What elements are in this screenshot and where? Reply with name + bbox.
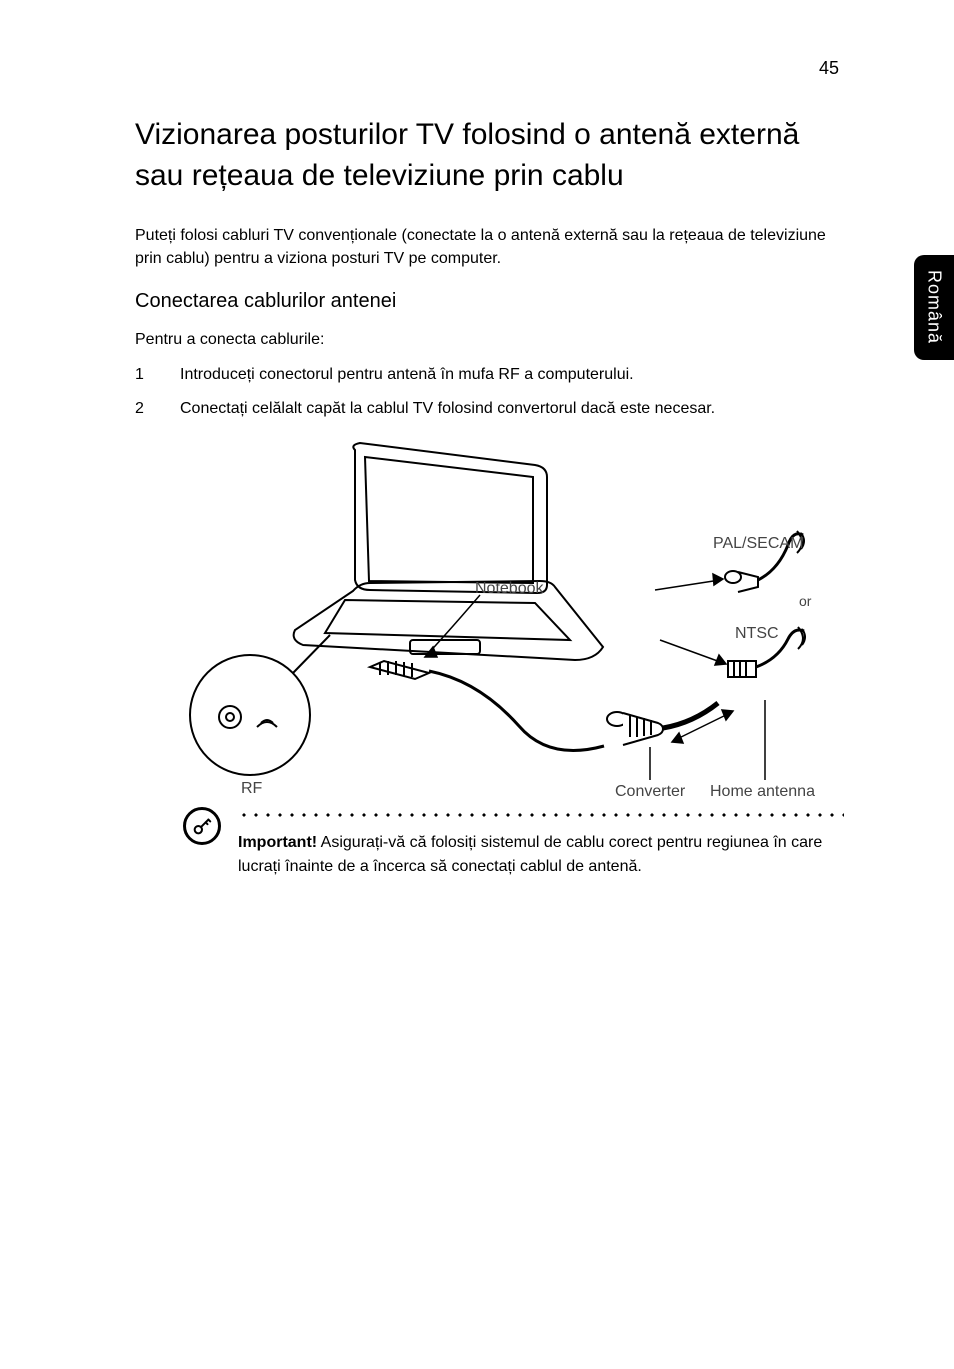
diagram-label-notebook: Notebook [475,580,544,598]
page-number: 45 [819,58,839,79]
note-text: Important! Asigurați-vă că folosiți sist… [238,831,844,879]
diagram-label-home-antenna: Home antenna [710,783,815,801]
page-container: 45 Română Vizionarea posturilor TV folos… [0,0,954,939]
connection-diagram: Notebook RF PAL/SECAM or NTSC Converter … [175,435,815,805]
page-title: Vizionarea posturilor TV folosind o ante… [135,115,844,196]
diagram-label-or: or [799,593,811,609]
note-dotted-divider [238,813,844,817]
steps-list: Introduceți conectorul pentru antenă în … [135,363,844,421]
diagram-svg [175,435,815,805]
note-key-icon [183,807,221,845]
diagram-label-rf: RF [241,780,262,798]
section-subheading: Conectarea cablurilor antenei [135,290,844,313]
steps-intro: Pentru a conecta cablurile: [135,331,844,349]
important-note-block: Important! Asigurați-vă că folosiți sist… [183,813,844,879]
diagram-label-converter: Converter [615,783,685,801]
step-item: Conectați celălalt capăt la cablul TV fo… [135,397,844,421]
language-side-tab: Română [914,255,954,360]
intro-paragraph: Puteți folosi cabluri TV convenționale (… [135,224,844,270]
diagram-label-ntsc: NTSC [735,625,779,643]
note-body: Asigurați-vă că folosiți sistemul de cab… [238,834,822,875]
diagram-label-pal-secam: PAL/SECAM [713,535,803,553]
step-item: Introduceți conectorul pentru antenă în … [135,363,844,387]
note-prefix: Important! [238,834,317,851]
